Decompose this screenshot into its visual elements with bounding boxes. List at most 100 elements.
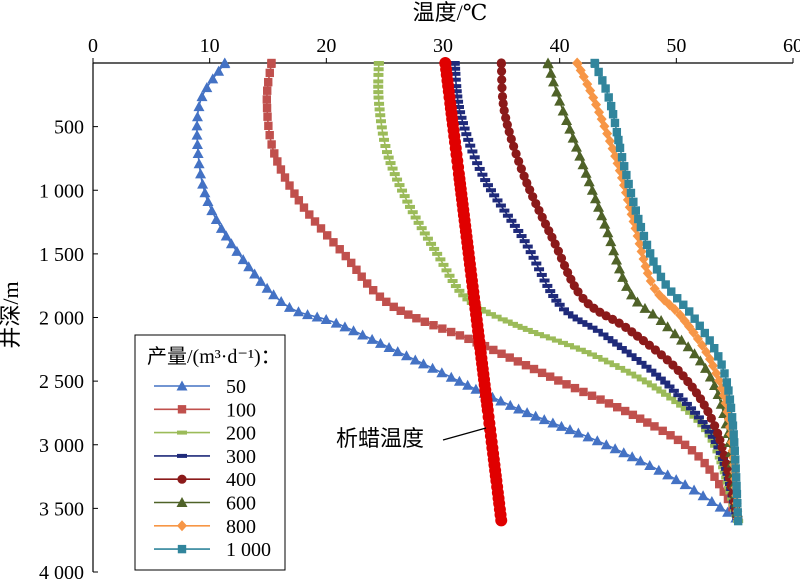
data-point bbox=[567, 314, 578, 319]
data-point bbox=[605, 236, 617, 247]
data-point bbox=[513, 228, 524, 233]
data-point bbox=[280, 173, 290, 182]
data-point bbox=[719, 487, 728, 496]
data-point bbox=[320, 314, 332, 325]
data-point bbox=[644, 460, 656, 471]
data-point bbox=[554, 302, 565, 307]
data-point bbox=[596, 395, 605, 404]
data-point bbox=[417, 358, 429, 369]
data-point bbox=[548, 294, 559, 299]
data-point bbox=[455, 331, 465, 340]
data-point bbox=[700, 362, 711, 373]
data-point bbox=[646, 368, 657, 373]
data-point bbox=[651, 386, 662, 391]
data-point bbox=[592, 328, 603, 333]
data-point bbox=[455, 110, 466, 115]
data-point bbox=[497, 91, 508, 102]
x-tick-label: 60 bbox=[783, 35, 800, 57]
y-axis-ticks: 500 1 000 1 500 2 000 2 500 3 000 3 500 4 000 bbox=[39, 62, 98, 584]
data-point bbox=[650, 422, 659, 431]
data-point bbox=[270, 149, 279, 158]
data-point bbox=[401, 350, 413, 361]
data-point bbox=[265, 68, 274, 78]
data-point bbox=[396, 306, 405, 316]
annotation: 析蜡温度 bbox=[336, 426, 487, 451]
data-point bbox=[528, 330, 539, 335]
data-point bbox=[373, 79, 384, 84]
data-point bbox=[553, 246, 563, 256]
data-point bbox=[587, 352, 598, 357]
data-point bbox=[379, 137, 390, 142]
x-tick-label: 0 bbox=[88, 35, 98, 57]
data-point bbox=[311, 311, 323, 322]
data-point bbox=[373, 72, 384, 77]
data-point bbox=[436, 367, 448, 378]
data-point bbox=[452, 94, 463, 99]
series-2 bbox=[373, 61, 744, 524]
data-point bbox=[604, 399, 614, 408]
data-point bbox=[302, 309, 314, 320]
data-point bbox=[206, 205, 218, 216]
data-point bbox=[660, 380, 671, 385]
y-tick-label: 3 500 bbox=[39, 498, 84, 520]
data-point bbox=[453, 105, 464, 110]
data-point bbox=[397, 188, 408, 193]
data-point bbox=[225, 238, 237, 249]
data-point bbox=[264, 121, 273, 131]
data-point bbox=[701, 346, 712, 358]
data-point bbox=[609, 363, 620, 368]
data-point bbox=[582, 431, 594, 442]
data-point bbox=[598, 332, 609, 337]
data-point bbox=[497, 75, 507, 85]
data-point bbox=[522, 244, 533, 249]
data-point bbox=[502, 213, 513, 218]
y-tick-label: 1 000 bbox=[39, 180, 84, 202]
data-point bbox=[263, 112, 272, 121]
legend-title: 产量/(m³·d⁻¹)： bbox=[147, 345, 281, 368]
data-point bbox=[551, 338, 562, 343]
data-point bbox=[195, 168, 207, 179]
data-point bbox=[555, 420, 567, 431]
data-point bbox=[706, 413, 716, 423]
data-point bbox=[499, 208, 510, 213]
data-point bbox=[690, 410, 701, 415]
data-point bbox=[373, 95, 384, 100]
data-point bbox=[705, 465, 714, 474]
data-point bbox=[496, 66, 507, 76]
data-point bbox=[594, 67, 603, 77]
data-point bbox=[570, 383, 580, 393]
data-point bbox=[626, 188, 636, 198]
data-point bbox=[714, 501, 726, 512]
data-point bbox=[285, 181, 294, 190]
data-point bbox=[573, 287, 583, 297]
data-point bbox=[196, 91, 208, 102]
data-point bbox=[579, 387, 588, 397]
data-point bbox=[710, 343, 719, 353]
data-point bbox=[438, 324, 447, 333]
series-0 bbox=[191, 57, 742, 523]
data-point bbox=[690, 314, 699, 323]
data-point bbox=[616, 346, 627, 351]
data-point bbox=[514, 156, 524, 166]
data-point bbox=[509, 141, 519, 152]
data-point bbox=[542, 57, 554, 68]
data-point bbox=[580, 167, 592, 178]
data-point bbox=[383, 155, 394, 160]
data-point bbox=[545, 336, 556, 341]
data-point bbox=[538, 414, 550, 425]
data-point bbox=[450, 77, 461, 82]
data-point bbox=[686, 406, 697, 411]
data-point bbox=[299, 203, 309, 212]
data-point bbox=[545, 372, 555, 381]
data-point bbox=[207, 73, 219, 84]
data-point bbox=[202, 196, 214, 207]
data-point bbox=[732, 481, 741, 491]
data-point bbox=[582, 322, 593, 327]
data-point bbox=[731, 455, 740, 464]
data-point bbox=[634, 455, 646, 466]
legend-label: 600 bbox=[226, 493, 256, 515]
data-point bbox=[276, 165, 286, 174]
data-point bbox=[375, 113, 386, 118]
data-point bbox=[382, 297, 391, 307]
